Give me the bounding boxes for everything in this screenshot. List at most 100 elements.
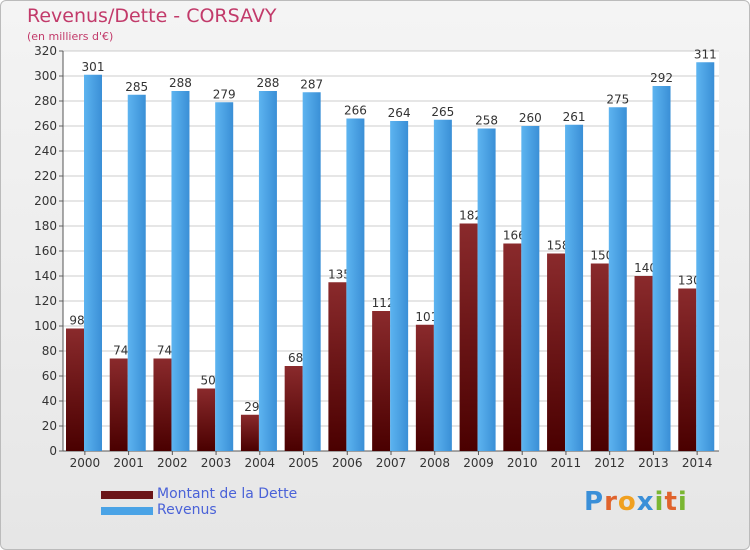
data-label-revenue: 260	[519, 111, 542, 125]
bar-revenue	[652, 86, 671, 451]
x-tick-label: 2014	[682, 456, 713, 470]
data-label-revenue: 279	[213, 87, 236, 101]
x-tick-label: 2004	[245, 456, 276, 470]
y-tick-label: 80	[42, 344, 57, 358]
legend-swatch-debt	[101, 491, 153, 499]
data-label-debt: 135	[328, 267, 351, 281]
x-tick-label: 2012	[594, 456, 625, 470]
data-label-revenue: 311	[694, 47, 717, 61]
logo-letter: t	[664, 487, 678, 517]
y-tick-label: 300	[34, 69, 57, 83]
y-tick-label: 60	[42, 369, 57, 383]
bar-debt	[459, 223, 478, 451]
chart-title: Revenus/Dette - CORSAVY	[27, 5, 277, 27]
data-label-debt: 158	[547, 239, 570, 253]
x-tick-label: 2011	[551, 456, 582, 470]
bar-debt	[328, 282, 347, 451]
y-tick-label: 280	[34, 94, 57, 108]
x-tick-label: 2010	[507, 456, 538, 470]
chart-subtitle: (en milliers d'€)	[27, 30, 114, 43]
x-tick-label: 2000	[70, 456, 101, 470]
data-label-revenue: 275	[606, 92, 629, 106]
data-label-revenue: 258	[475, 114, 498, 128]
bar-revenue	[84, 74, 102, 451]
logo-letter: x	[636, 487, 655, 517]
data-label-debt: 29	[244, 400, 259, 414]
x-tick-label: 2001	[113, 456, 144, 470]
bar-revenue	[565, 124, 584, 451]
data-label-revenue: 301	[82, 60, 105, 74]
bar-debt	[503, 243, 522, 451]
x-tick-label: 2006	[332, 456, 363, 470]
bar-debt	[153, 358, 172, 451]
bar-revenue	[215, 102, 234, 451]
bar-revenue	[258, 91, 277, 451]
bar-revenue	[696, 62, 715, 451]
x-tick-label: 2005	[288, 456, 319, 470]
y-tick-label: 220	[34, 169, 57, 183]
data-label-revenue: 266	[344, 104, 367, 118]
y-tick-label: 240	[34, 144, 57, 158]
data-label-debt: 166	[503, 229, 526, 243]
bar-revenue	[608, 107, 627, 451]
bar-debt	[415, 324, 434, 451]
bar-revenue	[346, 118, 365, 451]
data-label-debt: 74	[113, 344, 128, 358]
bar-revenue	[521, 126, 540, 451]
bar-revenue	[127, 94, 146, 451]
data-label-debt: 182	[459, 209, 482, 223]
y-tick-label: 260	[34, 119, 57, 133]
bar-revenue	[433, 119, 452, 451]
bar-revenue	[171, 91, 190, 451]
data-label-revenue: 288	[169, 76, 192, 90]
bar-revenue	[302, 92, 321, 451]
bar-debt	[372, 311, 391, 451]
bar-debt	[547, 253, 566, 451]
bar-debt	[590, 263, 609, 451]
logo-letter: i	[654, 487, 665, 517]
x-tick-label: 2013	[638, 456, 669, 470]
data-label-debt: 140	[634, 261, 657, 275]
data-label-debt: 150	[590, 249, 613, 263]
logo-letter: o	[617, 487, 637, 517]
data-label-revenue: 264	[388, 106, 411, 120]
data-label-debt: 101	[415, 310, 438, 324]
data-label-debt: 74	[157, 344, 172, 358]
logo-letter: i	[677, 487, 688, 517]
x-tick-label: 2007	[376, 456, 407, 470]
y-tick-label: 200	[34, 194, 57, 208]
logo-letter: P	[584, 487, 605, 517]
legend-swatch-revenue	[101, 507, 153, 515]
data-label-debt: 68	[288, 351, 303, 365]
x-tick-label: 2003	[201, 456, 232, 470]
data-label-revenue: 261	[563, 110, 586, 124]
x-tick-label: 2009	[463, 456, 494, 470]
bar-debt	[109, 358, 128, 451]
legend-label-debt: Montant de la Dette	[157, 486, 298, 502]
data-label-revenue: 265	[431, 105, 454, 119]
proxiti-logo: Proxiti	[584, 487, 688, 517]
x-tick-label: 2002	[157, 456, 188, 470]
y-tick-label: 100	[34, 319, 57, 333]
bar-debt	[284, 366, 303, 451]
bar-revenue	[390, 121, 409, 451]
data-label-revenue: 288	[256, 76, 279, 90]
y-tick-label: 20	[42, 419, 57, 433]
bar-debt	[678, 288, 697, 451]
bar-debt	[66, 328, 84, 451]
bar-debt	[240, 414, 259, 451]
y-tick-label: 40	[42, 394, 57, 408]
data-label-debt: 98	[69, 314, 84, 328]
x-tick-label: 2008	[419, 456, 450, 470]
y-tick-label: 180	[34, 219, 57, 233]
data-label-debt: 112	[372, 296, 395, 310]
y-tick-label: 120	[34, 294, 57, 308]
data-label-revenue: 285	[125, 80, 148, 94]
bar-debt	[197, 388, 216, 451]
y-tick-label: 140	[34, 269, 57, 283]
data-label-revenue: 287	[300, 77, 323, 91]
data-label-debt: 50	[201, 374, 216, 388]
y-tick-label: 160	[34, 244, 57, 258]
bar-debt	[634, 276, 653, 451]
